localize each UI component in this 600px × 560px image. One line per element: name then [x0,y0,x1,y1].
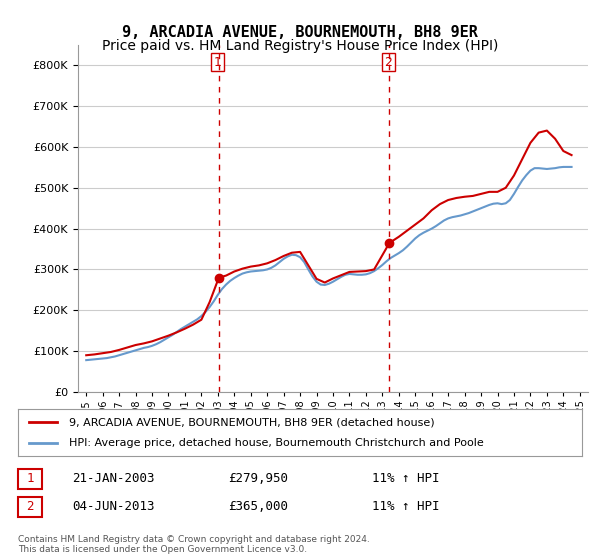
Text: 1: 1 [214,55,222,69]
Text: Contains HM Land Registry data © Crown copyright and database right 2024.
This d: Contains HM Land Registry data © Crown c… [18,535,370,554]
Text: HPI: Average price, detached house, Bournemouth Christchurch and Poole: HPI: Average price, detached house, Bour… [69,438,484,448]
Text: 2: 2 [26,500,34,514]
Text: 1: 1 [26,472,34,486]
Text: £365,000: £365,000 [228,500,288,514]
Text: £279,950: £279,950 [228,472,288,486]
Text: 9, ARCADIA AVENUE, BOURNEMOUTH, BH8 9ER: 9, ARCADIA AVENUE, BOURNEMOUTH, BH8 9ER [122,25,478,40]
Text: Price paid vs. HM Land Registry's House Price Index (HPI): Price paid vs. HM Land Registry's House … [102,39,498,53]
Text: 9, ARCADIA AVENUE, BOURNEMOUTH, BH8 9ER (detached house): 9, ARCADIA AVENUE, BOURNEMOUTH, BH8 9ER … [69,417,434,427]
Text: 11% ↑ HPI: 11% ↑ HPI [372,472,439,486]
Text: 21-JAN-2003: 21-JAN-2003 [72,472,155,486]
Text: 2: 2 [385,55,392,69]
Text: 11% ↑ HPI: 11% ↑ HPI [372,500,439,514]
Text: 04-JUN-2013: 04-JUN-2013 [72,500,155,514]
